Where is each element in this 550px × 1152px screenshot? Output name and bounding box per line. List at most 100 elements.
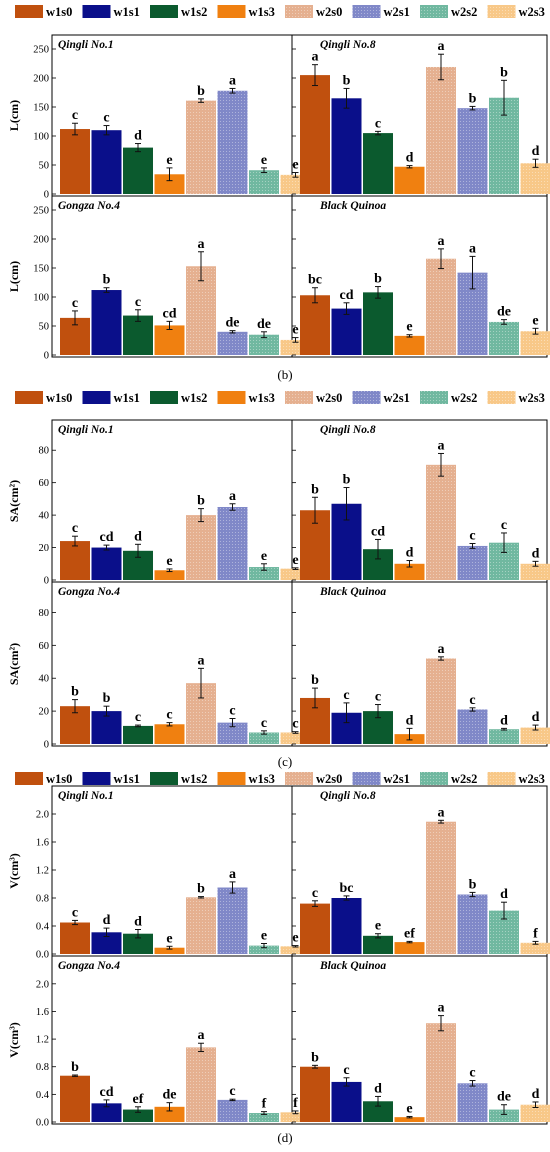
legend-label-w1s3: w1s3 — [249, 391, 275, 405]
y-tick-label: 40 — [39, 511, 50, 522]
bar-pattern-w2s0 — [426, 258, 456, 355]
legend-swatch-w1s3 — [217, 391, 246, 404]
legend-label-w2s1: w2s1 — [384, 772, 410, 786]
y-tick-label: 0 — [44, 351, 49, 362]
significance-letter: d — [134, 529, 142, 544]
significance-letter: a — [438, 805, 445, 820]
y-tick-label: 100 — [33, 132, 49, 143]
legend-item-w2s1: w2s1 — [352, 5, 410, 19]
significance-letter: cd — [371, 524, 385, 539]
legend-swatch-pattern-w2s3 — [487, 5, 516, 18]
y-axis-label: V(cm³) — [7, 853, 21, 889]
bar-pattern-w2s1 — [457, 894, 488, 954]
significance-letter: d — [134, 129, 142, 144]
significance-letter: b — [71, 1060, 79, 1075]
legend-swatch-w1s3 — [217, 5, 246, 18]
significance-letter: f — [533, 926, 538, 941]
bar-w1s2 — [363, 1101, 393, 1122]
bar-pattern-w2s1 — [217, 507, 248, 580]
bar-w1s2 — [363, 935, 393, 954]
significance-letter: c — [469, 1066, 475, 1081]
legend-swatch-pattern-w2s0 — [285, 391, 313, 404]
significance-letter: d — [406, 151, 414, 166]
bar-w1s2 — [363, 292, 393, 355]
panel-qingli-no-1: Qingli No.1 0 20 40 60 80 c cd d e b a e e — [39, 424, 311, 587]
significance-letter: b — [374, 272, 382, 287]
y-tick-label: 0.8 — [36, 1062, 49, 1073]
y-tick-label: 100 — [33, 293, 49, 304]
significance-letter: b — [343, 73, 351, 88]
y-tick-label: 60 — [39, 641, 50, 652]
bar-w1s1 — [91, 130, 122, 194]
legend-item-w2s0: w2s0 — [285, 5, 342, 19]
significance-letter: b — [343, 473, 351, 488]
panel-title: Qingli No.8 — [320, 424, 376, 436]
legend-item-w2s3: w2s3 — [487, 5, 545, 19]
chart-group-1: L(cm) L(cm) (b) — [7, 34, 548, 382]
bar-w1s2 — [123, 147, 153, 194]
bar-w1s1 — [331, 308, 362, 355]
significance-letter: a — [438, 642, 445, 657]
bar-pattern-w2s3 — [280, 946, 311, 954]
significance-letter: e — [261, 929, 267, 944]
significance-letter: b — [197, 84, 205, 99]
significance-letter: d — [500, 887, 508, 902]
significance-letter: c — [229, 1084, 235, 1099]
significance-letter: b — [71, 685, 79, 700]
bar-pattern-w2s2 — [249, 732, 279, 744]
legend-swatch-pattern-w2s1 — [352, 391, 381, 404]
legend-label-w2s3: w2s3 — [519, 5, 545, 19]
bar-pattern-w2s1 — [457, 1083, 488, 1122]
significance-letter: bc — [340, 881, 354, 896]
significance-letter: e — [406, 320, 412, 335]
significance-letter: c — [166, 708, 172, 723]
bar-w1s0 — [300, 75, 330, 194]
bar-w1s3 — [394, 1117, 425, 1122]
legend-label-w2s0: w2s0 — [316, 5, 342, 19]
legend-swatch-w1s0 — [15, 772, 43, 785]
bar-w1s1 — [91, 711, 122, 744]
legend-swatch-w1s0 — [15, 5, 43, 18]
y-tick-label: 0 — [44, 576, 49, 587]
legend: w1s0 w1s1 w1s2 w1s3 w2s0 w2s1 w2s2 w2s3 — [15, 772, 545, 786]
y-tick-label: 150 — [33, 264, 49, 275]
legend-swatch-pattern-w2s1 — [352, 772, 381, 785]
y-tick-label: 20 — [39, 543, 50, 554]
legend-swatch-w1s3 — [217, 772, 246, 785]
legend-swatch-w1s0 — [15, 391, 43, 404]
significance-letter: c — [469, 693, 475, 708]
significance-letter: a — [229, 867, 236, 882]
significance-letter: e — [375, 919, 381, 934]
panel-title: Black Quinoa — [319, 200, 386, 212]
legend-item-w1s0: w1s0 — [15, 772, 72, 786]
y-tick-label: 2.0 — [36, 810, 49, 821]
bar-pattern-w2s2 — [249, 945, 279, 954]
y-tick-label: 1.2 — [36, 1035, 49, 1046]
legend-label-w1s1: w1s1 — [114, 772, 140, 786]
bar-w1s2 — [123, 1109, 153, 1122]
bar-pattern-w2s0 — [426, 464, 456, 580]
significance-letter: ef — [404, 926, 415, 941]
panel-gongza-no-4: Gongza No.4 0.0 0.4 0.8 1.2 1.6 2.0 b cd ef de a c f f — [36, 960, 311, 1129]
significance-letter: e — [261, 549, 267, 564]
significance-letter: a — [229, 489, 236, 504]
bar-pattern-w2s0 — [186, 897, 216, 954]
significance-letter: d — [532, 1087, 540, 1102]
significance-letter: b — [311, 482, 319, 497]
y-tick-label: 2.0 — [36, 979, 49, 990]
bar-w1s1 — [91, 1103, 122, 1122]
bar-pattern-w2s3 — [520, 331, 550, 355]
legend-label-w1s0: w1s0 — [46, 391, 72, 405]
bar-w1s3 — [154, 947, 185, 954]
significance-letter: d — [532, 710, 540, 725]
significance-letter: d — [532, 546, 540, 561]
bar-w1s1 — [331, 898, 362, 954]
significance-letter: a — [198, 1028, 205, 1043]
bar-w1s0 — [300, 903, 330, 954]
bar-pattern-w2s2 — [249, 567, 279, 580]
panel-title: Gongza No.4 — [58, 960, 120, 972]
legend-swatch-w1s2 — [150, 391, 178, 404]
legend-swatch-pattern-w2s2 — [420, 391, 448, 404]
significance-letter: a — [198, 237, 205, 252]
